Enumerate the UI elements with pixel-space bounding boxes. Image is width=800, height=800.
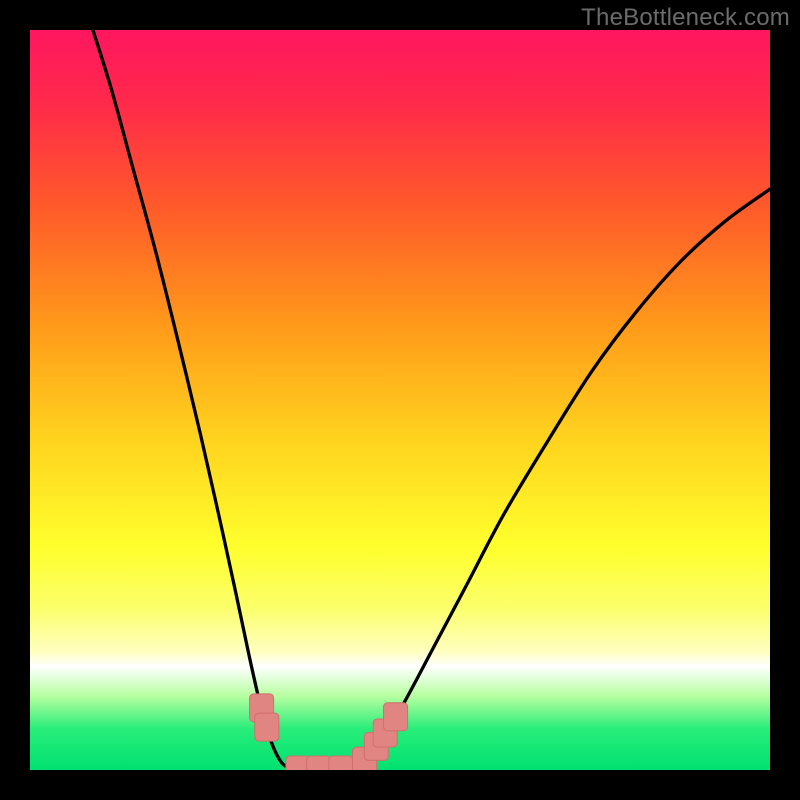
data-marker bbox=[329, 756, 353, 770]
data-marker bbox=[255, 713, 279, 741]
gradient-background bbox=[30, 30, 770, 770]
data-marker bbox=[307, 756, 331, 770]
plot-svg bbox=[30, 30, 770, 770]
watermark-label: TheBottleneck.com bbox=[581, 4, 790, 32]
data-marker bbox=[384, 703, 408, 731]
chart-frame: TheBottleneck.com bbox=[0, 0, 800, 800]
plot-area bbox=[30, 30, 770, 770]
